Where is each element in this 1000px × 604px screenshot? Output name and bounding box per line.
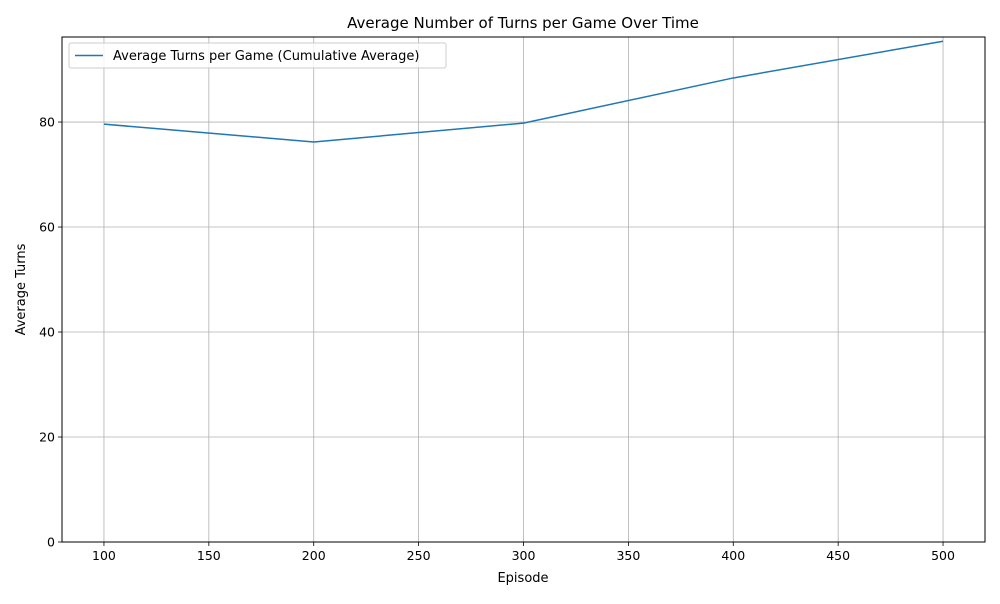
x-tick-label: 200 [302,548,326,563]
x-tick-label: 250 [407,548,431,563]
grid [62,37,985,542]
y-tick-label: 40 [39,325,55,340]
x-axis-label: Episode [497,571,548,586]
y-axis-label: Average Turns [14,243,29,335]
x-tick-label: 100 [92,548,116,563]
legend-label: Average Turns per Game (Cumulative Avera… [113,49,419,64]
x-tick-label: 400 [721,548,745,563]
x-axis: 100 150 200 250 300 350 400 450 500 [92,542,955,563]
x-tick-label: 300 [512,548,536,563]
y-axis: 0 20 40 60 80 [39,115,62,550]
chart-title: Average Number of Turns per Game Over Ti… [347,14,699,32]
y-tick-label: 20 [39,430,55,445]
y-tick-label: 0 [47,535,55,550]
x-tick-label: 450 [826,548,850,563]
x-tick-label: 150 [197,548,221,563]
legend: Average Turns per Game (Cumulative Avera… [69,43,446,68]
x-tick-label: 350 [616,548,640,563]
y-tick-label: 60 [39,220,55,235]
y-tick-label: 80 [39,115,55,130]
x-tick-label: 500 [931,548,955,563]
